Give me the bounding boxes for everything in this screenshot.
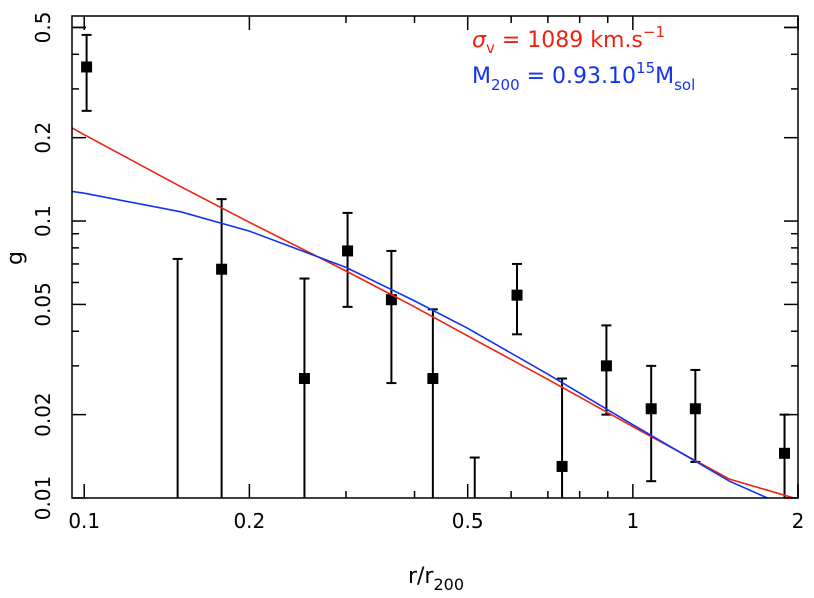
model-curve bbox=[72, 190, 770, 498]
x-tick-label: 2 bbox=[792, 509, 805, 533]
x-tick-labels: 0.1 0.2 0.5 1 2 bbox=[68, 509, 804, 533]
data-point bbox=[81, 61, 93, 73]
x-tick-label: 0.5 bbox=[452, 509, 484, 533]
data-point bbox=[298, 373, 310, 385]
data-point bbox=[216, 263, 228, 275]
mass-annotation: M200 = 0.93.1015Msol bbox=[472, 59, 695, 94]
x-tick-label: 0.1 bbox=[68, 509, 100, 533]
sigma-annotation: σv = 1089 km.s−1 bbox=[472, 23, 665, 57]
data-point bbox=[779, 447, 791, 459]
y-tick-labels: 0.01 0.02 0.05 0.1 0.2 0.5 bbox=[31, 12, 55, 521]
data-point bbox=[342, 245, 354, 257]
data-point bbox=[600, 360, 612, 372]
x-tick-label: 1 bbox=[626, 509, 639, 533]
y-tick-label: 0.1 bbox=[31, 205, 55, 237]
y-tick-label: 0.05 bbox=[31, 282, 55, 327]
y-tick-label: 0.2 bbox=[31, 122, 55, 154]
x-axis-label: r/r200 bbox=[408, 564, 464, 594]
data-point bbox=[689, 403, 701, 415]
y-tick-label: 0.5 bbox=[31, 12, 55, 44]
axis-ticks bbox=[72, 16, 799, 499]
plot-area bbox=[72, 33, 797, 498]
data-point bbox=[385, 294, 397, 306]
data-point bbox=[556, 460, 568, 472]
data-point bbox=[511, 289, 523, 301]
model-curve bbox=[72, 127, 797, 498]
plot-frame bbox=[71, 15, 799, 499]
y-axis-label: g bbox=[3, 251, 28, 265]
data-point bbox=[427, 373, 439, 385]
data-point bbox=[645, 403, 657, 415]
x-tick-label: 0.2 bbox=[233, 509, 265, 533]
y-tick-label: 0.01 bbox=[31, 476, 55, 521]
y-tick-label: 0.02 bbox=[31, 392, 55, 437]
